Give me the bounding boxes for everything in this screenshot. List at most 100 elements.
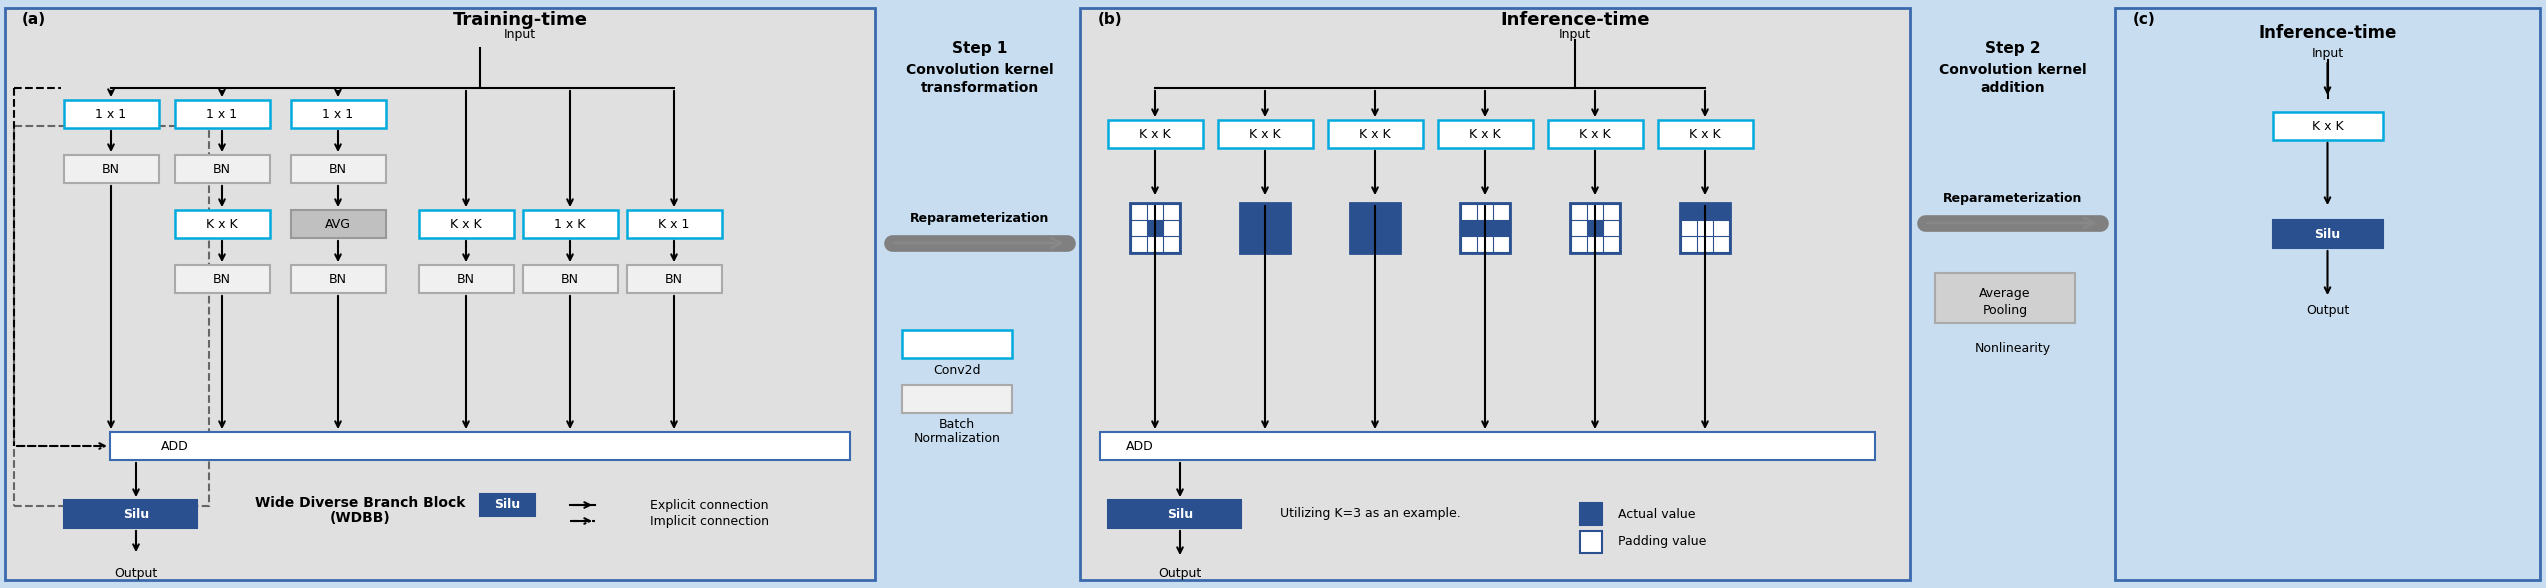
Text: 1 x 1: 1 x 1: [206, 108, 237, 121]
Text: Convolution kernel: Convolution kernel: [1938, 63, 2085, 77]
FancyBboxPatch shape: [1698, 204, 1713, 220]
Text: Normalization: Normalization: [914, 432, 1001, 445]
Text: Step 2: Step 2: [1986, 41, 2039, 55]
Text: Average: Average: [1978, 286, 2032, 299]
Text: Convolution kernel: Convolution kernel: [906, 63, 1054, 77]
FancyBboxPatch shape: [290, 100, 387, 128]
Text: K x K: K x K: [1250, 128, 1281, 141]
FancyBboxPatch shape: [420, 265, 514, 293]
Text: Padding value: Padding value: [1619, 536, 1706, 549]
Text: Batch: Batch: [939, 419, 975, 432]
FancyBboxPatch shape: [522, 265, 619, 293]
Text: BN: BN: [328, 162, 346, 175]
Text: ADD: ADD: [1125, 439, 1153, 453]
Text: Inference-time: Inference-time: [1500, 11, 1650, 29]
FancyBboxPatch shape: [176, 155, 270, 183]
Text: (WDBB): (WDBB): [328, 511, 390, 525]
FancyBboxPatch shape: [5, 8, 876, 580]
FancyBboxPatch shape: [1438, 120, 1533, 148]
Text: Conv2d: Conv2d: [934, 363, 980, 376]
Text: Reparameterization: Reparameterization: [1943, 192, 2083, 205]
Text: Silu: Silu: [1166, 507, 1194, 520]
Text: Inference-time: Inference-time: [2258, 24, 2396, 42]
Text: Silu: Silu: [2314, 228, 2340, 240]
FancyBboxPatch shape: [1108, 120, 1204, 148]
Text: BN: BN: [665, 272, 682, 286]
FancyBboxPatch shape: [1581, 503, 1601, 525]
Text: Wide Diverse Branch Block: Wide Diverse Branch Block: [255, 496, 466, 510]
Text: AVG: AVG: [326, 218, 351, 230]
FancyBboxPatch shape: [1108, 500, 1240, 528]
Text: BN: BN: [214, 272, 232, 286]
Text: Implicit connection: Implicit connection: [649, 514, 769, 527]
Text: ADD: ADD: [160, 439, 188, 453]
FancyBboxPatch shape: [64, 155, 158, 183]
FancyBboxPatch shape: [1367, 204, 1382, 220]
Text: Output: Output: [2307, 303, 2350, 316]
Text: 1 x K: 1 x K: [555, 218, 586, 230]
Text: K x K: K x K: [451, 218, 481, 230]
FancyBboxPatch shape: [420, 210, 514, 238]
FancyBboxPatch shape: [1352, 236, 1367, 252]
Text: 1 x 1: 1 x 1: [94, 108, 127, 121]
FancyBboxPatch shape: [1258, 204, 1273, 220]
Text: BN: BN: [102, 162, 120, 175]
FancyBboxPatch shape: [1367, 220, 1382, 236]
FancyBboxPatch shape: [2274, 220, 2383, 248]
Text: K x K: K x K: [1360, 128, 1390, 141]
Text: BN: BN: [560, 272, 578, 286]
FancyBboxPatch shape: [1329, 120, 1423, 148]
FancyBboxPatch shape: [1657, 120, 1754, 148]
FancyBboxPatch shape: [481, 494, 535, 516]
Text: BN: BN: [328, 272, 346, 286]
FancyBboxPatch shape: [881, 8, 1077, 580]
Text: K x K: K x K: [1469, 128, 1500, 141]
FancyBboxPatch shape: [2116, 8, 2541, 580]
FancyBboxPatch shape: [1571, 203, 1619, 253]
FancyBboxPatch shape: [1217, 120, 1314, 148]
Text: K x K: K x K: [2312, 119, 2342, 132]
FancyBboxPatch shape: [1273, 220, 1288, 236]
FancyBboxPatch shape: [176, 100, 270, 128]
FancyBboxPatch shape: [1581, 531, 1601, 553]
Text: K x K: K x K: [1688, 128, 1721, 141]
Text: K x K: K x K: [206, 218, 237, 230]
Text: Step 1: Step 1: [952, 41, 1008, 55]
Text: BN: BN: [456, 272, 476, 286]
Text: BN: BN: [214, 162, 232, 175]
FancyBboxPatch shape: [1240, 203, 1291, 253]
FancyBboxPatch shape: [901, 385, 1011, 413]
FancyBboxPatch shape: [1258, 220, 1273, 236]
FancyBboxPatch shape: [290, 155, 387, 183]
FancyBboxPatch shape: [1586, 220, 1604, 236]
FancyBboxPatch shape: [1680, 203, 1729, 253]
Text: Pooling: Pooling: [1983, 303, 2027, 316]
Text: Input: Input: [504, 28, 537, 41]
FancyBboxPatch shape: [1935, 273, 2075, 323]
Text: Output: Output: [1158, 566, 1202, 580]
Text: Actual value: Actual value: [1619, 507, 1696, 520]
FancyBboxPatch shape: [1273, 204, 1288, 220]
Text: K x K: K x K: [1138, 128, 1171, 141]
FancyBboxPatch shape: [1352, 204, 1367, 220]
FancyBboxPatch shape: [1240, 204, 1258, 220]
FancyBboxPatch shape: [522, 210, 619, 238]
Text: Nonlinearity: Nonlinearity: [1976, 342, 2050, 355]
Text: Explicit connection: Explicit connection: [649, 499, 769, 512]
FancyBboxPatch shape: [64, 100, 158, 128]
FancyBboxPatch shape: [290, 265, 387, 293]
FancyBboxPatch shape: [1382, 220, 1398, 236]
FancyBboxPatch shape: [626, 210, 723, 238]
Text: (a): (a): [23, 12, 46, 27]
Text: Silu: Silu: [122, 507, 150, 520]
FancyBboxPatch shape: [109, 432, 850, 460]
Text: (c): (c): [2134, 12, 2156, 27]
FancyBboxPatch shape: [1459, 203, 1510, 253]
Text: (b): (b): [1097, 12, 1123, 27]
FancyBboxPatch shape: [1367, 236, 1382, 252]
FancyBboxPatch shape: [1130, 203, 1179, 253]
FancyBboxPatch shape: [1349, 203, 1400, 253]
FancyBboxPatch shape: [1680, 204, 1698, 220]
FancyBboxPatch shape: [64, 500, 196, 528]
FancyBboxPatch shape: [1100, 432, 1874, 460]
